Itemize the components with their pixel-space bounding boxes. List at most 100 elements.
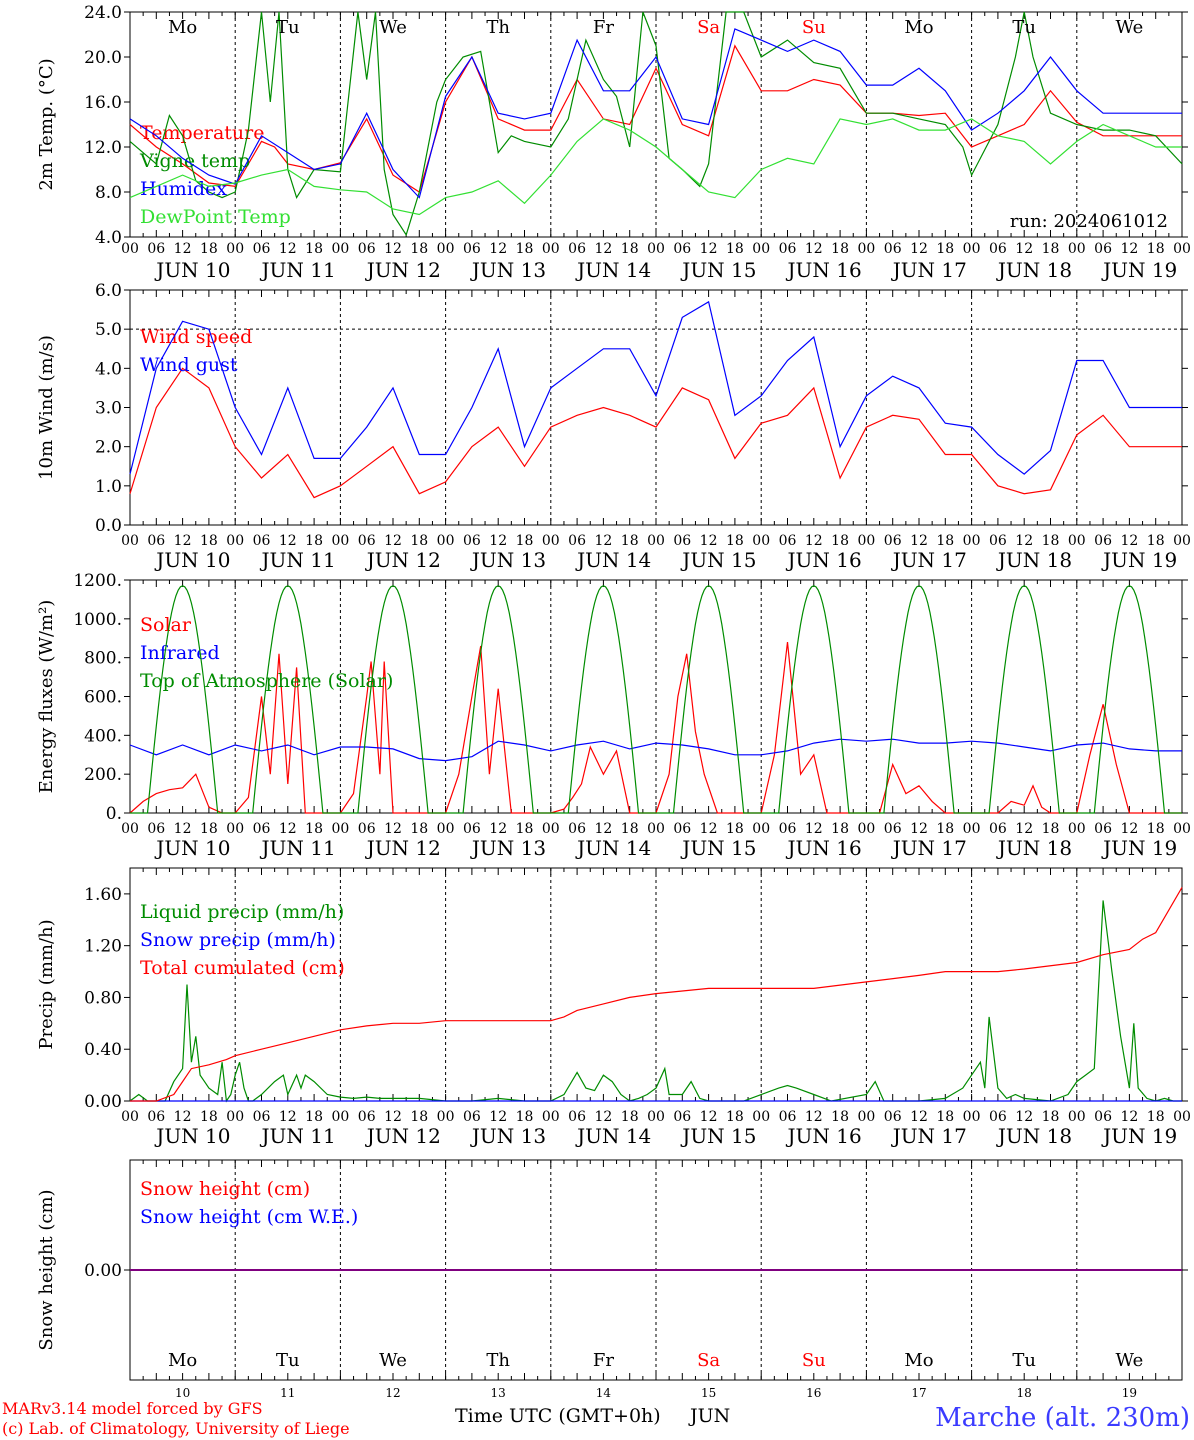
hour-tick-label: 12 bbox=[384, 241, 402, 257]
weekday-label: Mo bbox=[904, 1350, 933, 1371]
hour-tick-label: 18 bbox=[726, 241, 744, 257]
hour-tick-label: 06 bbox=[989, 241, 1007, 257]
y-tick-label: 24.0 bbox=[84, 3, 122, 23]
day-label: JUN 16 bbox=[786, 258, 862, 282]
hour-tick-label: 00 bbox=[963, 241, 981, 257]
hour-tick-label: 12 bbox=[805, 241, 823, 257]
hour-tick-label: 06 bbox=[147, 241, 165, 257]
hour-tick-label: 00 bbox=[331, 1109, 349, 1125]
day-label: JUN 16 bbox=[786, 548, 862, 572]
hour-tick-label: 00 bbox=[857, 533, 875, 549]
day-number-label: 10 bbox=[175, 1386, 190, 1400]
hour-tick-label: 12 bbox=[174, 821, 192, 837]
legend-entry: Temperature bbox=[140, 122, 264, 144]
hour-tick-label: 12 bbox=[1120, 1109, 1138, 1125]
y-tick-label: 0.80 bbox=[84, 988, 122, 1008]
hour-tick-label: 18 bbox=[621, 1109, 639, 1125]
day-number-label: 12 bbox=[385, 1386, 400, 1400]
hour-tick-label: 00 bbox=[121, 821, 139, 837]
series-line-temperature-2 bbox=[129, 28, 1182, 199]
hour-tick-label: 12 bbox=[594, 1109, 612, 1125]
day-label: JUN 10 bbox=[154, 836, 230, 860]
y-tick-label: 2.0 bbox=[95, 438, 122, 458]
hour-tick-label: 18 bbox=[726, 821, 744, 837]
series-line-temperature-3 bbox=[129, 118, 1182, 216]
hour-tick-label: 18 bbox=[516, 241, 534, 257]
weekday-label: Su bbox=[802, 1350, 826, 1371]
hour-tick-label: 06 bbox=[779, 1109, 797, 1125]
hour-tick-label: 00 bbox=[542, 533, 560, 549]
day-label: JUN 10 bbox=[154, 548, 230, 572]
legend-entry: Snow precip (mm/h) bbox=[140, 929, 336, 951]
hour-tick-label: 06 bbox=[253, 1109, 271, 1125]
hour-tick-label: 06 bbox=[147, 821, 165, 837]
hour-tick-label: 06 bbox=[147, 533, 165, 549]
y-axis-label: Energy fluxes (W/m²) bbox=[36, 600, 57, 794]
y-tick-label: 8.0 bbox=[95, 183, 122, 203]
y-tick-label: 0. bbox=[106, 804, 122, 824]
hour-tick-label: 12 bbox=[489, 533, 507, 549]
legend-entry: Wind gust bbox=[140, 354, 238, 376]
hour-tick-label: 18 bbox=[1042, 241, 1060, 257]
hour-tick-label: 00 bbox=[331, 533, 349, 549]
y-tick-label: 1200. bbox=[73, 571, 122, 591]
hour-tick-label: 18 bbox=[305, 241, 323, 257]
day-label: JUN 17 bbox=[891, 258, 967, 282]
weekday-label: Mo bbox=[168, 1350, 197, 1371]
day-number-label: 14 bbox=[596, 1386, 612, 1400]
panel-temperature: 4.0 8.0 12.0 16.0 20.0 24.0 2m Temp. (°C) Tempe… bbox=[36, 3, 1191, 282]
y-tick-label: 16.0 bbox=[84, 93, 122, 113]
hour-tick-label: 00 bbox=[963, 821, 981, 837]
hour-tick-label: 06 bbox=[147, 1109, 165, 1125]
hour-tick-label: 12 bbox=[174, 1109, 192, 1125]
legend-entry: Vigne temp bbox=[139, 150, 250, 172]
series-line-energy-1 bbox=[129, 738, 1182, 762]
day-label: JUN 13 bbox=[470, 836, 546, 860]
hour-tick-label: 18 bbox=[410, 1109, 428, 1125]
day-label: JUN 16 bbox=[786, 836, 862, 860]
hour-tick-label: 00 bbox=[857, 241, 875, 257]
day-label: JUN 12 bbox=[365, 258, 441, 282]
hour-tick-label: 06 bbox=[358, 1109, 376, 1125]
hour-tick-label: 12 bbox=[700, 533, 718, 549]
day-label: JUN 18 bbox=[996, 258, 1072, 282]
y-axis-label: Precip (mm/h) bbox=[36, 919, 57, 1049]
hour-tick-label: 18 bbox=[936, 821, 954, 837]
series-line-temperature-1 bbox=[129, 11, 1183, 237]
legend-entry: Snow height (cm) bbox=[140, 1178, 310, 1200]
hour-tick-label: 12 bbox=[174, 533, 192, 549]
hour-tick-label: 00 bbox=[1068, 241, 1086, 257]
panel-snow: 0.00 Snow height (cm) Snow height (cm) Snow… bbox=[36, 1159, 1188, 1400]
series-line-wind-1 bbox=[129, 300, 1182, 475]
hour-tick-label: 18 bbox=[516, 1109, 534, 1125]
hour-tick-label: 06 bbox=[989, 533, 1007, 549]
day-label: JUN 15 bbox=[680, 548, 756, 572]
hour-tick-label: 12 bbox=[910, 533, 928, 549]
weekday-label: Tu bbox=[276, 1350, 300, 1371]
hour-tick-label: 06 bbox=[463, 241, 481, 257]
hour-tick-label: 12 bbox=[384, 821, 402, 837]
y-tick-label: 0.00 bbox=[84, 1092, 122, 1112]
day-label: JUN 19 bbox=[1101, 836, 1177, 860]
hour-tick-label: 18 bbox=[200, 241, 218, 257]
hour-tick-label: 00 bbox=[963, 533, 981, 549]
hour-tick-label: 06 bbox=[1094, 533, 1112, 549]
weekday-label: Th bbox=[486, 17, 510, 38]
y-tick-label: 1000. bbox=[73, 610, 122, 630]
hour-tick-label: 18 bbox=[200, 821, 218, 837]
y-tick-label: 800. bbox=[84, 649, 122, 669]
hour-tick-label: 06 bbox=[673, 821, 691, 837]
hour-tick-label: 12 bbox=[700, 241, 718, 257]
hour-tick-label: 06 bbox=[673, 1109, 691, 1125]
hour-tick-label: 18 bbox=[831, 533, 849, 549]
day-label: JUN 19 bbox=[1101, 548, 1177, 572]
y-axis-label: 10m Wind (m/s) bbox=[36, 335, 57, 480]
hour-tick-label: 12 bbox=[489, 241, 507, 257]
hour-tick-label: 18 bbox=[936, 533, 954, 549]
weekday-label: Tu bbox=[1012, 17, 1036, 38]
hour-tick-label: 18 bbox=[1042, 821, 1060, 837]
series-line-temperature-0 bbox=[129, 44, 1182, 193]
weekday-label: Fr bbox=[593, 17, 614, 38]
hour-tick-label: 06 bbox=[463, 533, 481, 549]
legend-entry: DewPoint Temp bbox=[140, 206, 291, 228]
